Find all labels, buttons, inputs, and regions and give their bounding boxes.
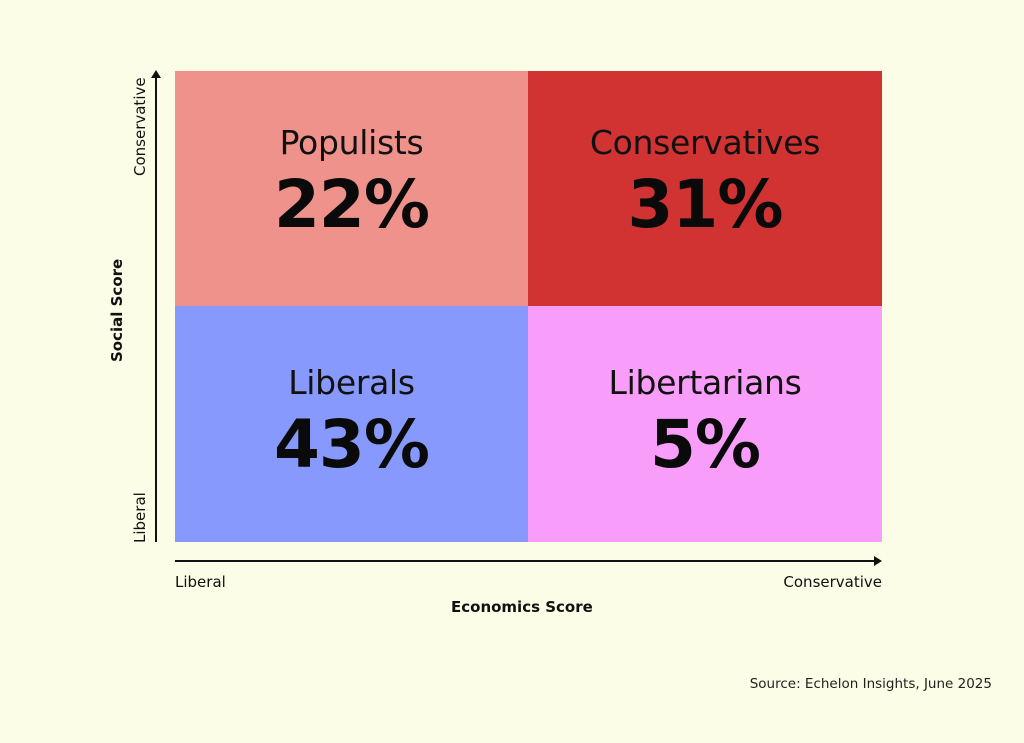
source-note: Source: Echelon Insights, June 2025 [749, 676, 992, 692]
quadrant-label: Liberals [288, 363, 415, 402]
quadrant-populists: Populists 22% [175, 71, 528, 306]
x-axis-high-label: Conservative [783, 573, 882, 591]
x-axis-line [175, 560, 877, 562]
y-axis-arrow-icon [151, 70, 161, 78]
quadrant-label: Populists [279, 123, 424, 162]
quadrant-value: 5% [649, 406, 761, 483]
quadrant-liberals: Liberals 43% [175, 306, 528, 542]
quadrant-value: 43% [274, 406, 430, 483]
y-axis-low-label: Liberal [131, 492, 149, 543]
x-axis-low-label: Liberal [175, 573, 226, 591]
y-axis-high-label: Conservative [131, 77, 149, 176]
x-axis-title: Economics Score [451, 598, 593, 616]
quadrant-value: 22% [274, 166, 430, 243]
quadrant-libertarians: Libertarians 5% [528, 306, 882, 542]
quadrant-label: Conservatives [589, 123, 821, 162]
x-axis-arrow-icon [874, 556, 882, 566]
quadrant-grid: Populists 22% Conservatives 31% Liberals… [175, 71, 882, 542]
quadrant-label: Libertarians [608, 363, 802, 402]
quadrant-value: 31% [627, 166, 784, 243]
y-axis-title: Social Score [108, 258, 126, 362]
y-axis-line [155, 76, 157, 542]
quadrant-conservatives: Conservatives 31% [528, 71, 882, 306]
